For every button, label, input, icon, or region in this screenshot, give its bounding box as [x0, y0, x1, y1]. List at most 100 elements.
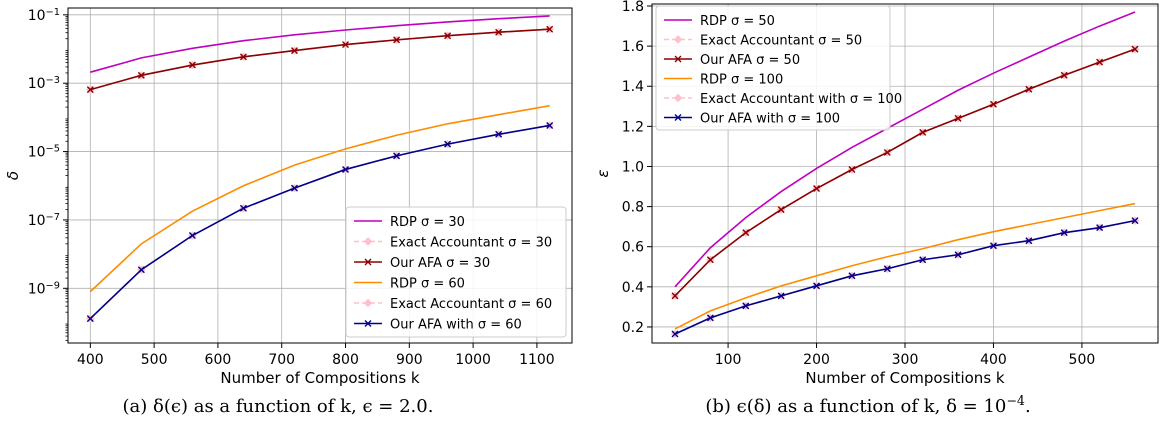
y-tick-label: 10−5	[28, 143, 60, 161]
data-point-our-afa-with-60	[239, 204, 247, 212]
y-axis-label: δ	[4, 171, 22, 180]
series-line-our-afa-with-60	[89, 124, 550, 320]
legend-box	[655, 5, 891, 131]
data-point-our-afa-with-60	[546, 121, 554, 129]
data-point-our-afa-50	[1131, 45, 1139, 53]
y-tick-label: 1.6	[622, 39, 644, 55]
x-tick-label: 300	[892, 352, 919, 368]
legend-entry-our-afa-with-60: Our AFA with σ = 60	[390, 318, 522, 333]
y-tick-label: 10−9	[28, 280, 60, 298]
data-point-our-afa-with-60	[393, 152, 401, 160]
data-point-our-afa-50	[954, 114, 962, 122]
data-point-our-afa-50	[671, 292, 679, 300]
data-point-our-afa-with-100	[848, 272, 856, 280]
legend-marker	[363, 237, 373, 246]
legend-entry-rdp-50: RDP σ = 50	[700, 14, 775, 29]
panel-b: 100 200 300 400 500 0.2 0.4 0.6 0.8 1.0 1.2 1.4 1.6 1…	[594, 0, 1159, 387]
x-tick-label: 900	[396, 352, 423, 368]
series-line-rdp-50	[674, 11, 1136, 288]
x-tick-label: 200	[803, 352, 830, 368]
legend-entry-exact-accountant-with-100: Exact Accountant with σ = 100	[700, 92, 902, 107]
legend-entry-exact-accountant-30: Exact Accountant σ = 30	[390, 236, 552, 251]
data-point-our-afa-with-100	[742, 302, 750, 310]
x-tick-label: 1000	[455, 352, 491, 368]
data-point-our-afa-with-100	[1131, 217, 1139, 225]
legend-entry-exact-accountant-50: Exact Accountant σ = 50	[700, 34, 862, 49]
data-point-our-afa-with-100	[919, 256, 927, 264]
series-line-our-afa-with-100	[674, 219, 1136, 335]
plot-frame	[67, 7, 573, 344]
legend-marker	[364, 320, 372, 327]
x-tick-label: 500	[1069, 352, 1096, 368]
data-point-our-afa-with-100	[671, 330, 679, 338]
legend-marker	[674, 55, 682, 63]
y-tick-label: 1.4	[622, 79, 644, 95]
x-tick-label: 600	[205, 352, 232, 368]
plot-frame	[651, 3, 1159, 344]
legend: RDP σ = 30 Exact Accountant σ = 30 Our AFA…	[345, 206, 567, 338]
data-point-our-afa-with-100	[1025, 237, 1033, 245]
series-line-our-afa-30	[90, 28, 550, 91]
x-tick-label: 1100	[519, 352, 555, 368]
data-point-our-afa-50	[813, 185, 821, 193]
data-point-our-afa-with-60	[290, 184, 298, 192]
legend-box	[345, 206, 567, 338]
legend-marker	[364, 258, 372, 266]
y-tick-label: 0.8	[622, 200, 644, 216]
data-point-our-afa-50	[1025, 85, 1033, 93]
data-point-our-afa-50	[706, 256, 714, 264]
data-point-our-afa-30	[546, 25, 554, 33]
data-point-our-afa-50	[989, 100, 997, 108]
data-point-our-afa-with-100	[706, 314, 714, 322]
legend-marker	[363, 298, 373, 308]
panel-a: 400 500 600 700 800 900 1000 1100 10−1 10−3 10−5 10…	[4, 6, 573, 387]
data-point-our-afa-with-60	[444, 140, 452, 148]
data-point-our-afa-50	[919, 128, 927, 136]
legend-entry-rdp-100: RDP σ = 100	[700, 73, 783, 88]
data-point-our-afa-with-100	[1096, 224, 1104, 232]
data-point-our-afa-with-100	[777, 292, 785, 300]
x-tick-label: 400	[77, 352, 104, 368]
x-axis-label: Number of Compositions k	[805, 369, 1005, 387]
data-point-our-afa-with-60	[188, 232, 196, 240]
y-tick-label: 1.0	[622, 159, 644, 175]
legend-entry-our-afa-30: Our AFA σ = 30	[390, 256, 490, 271]
series-line-rdp-100	[674, 202, 1136, 330]
data-point-our-afa-30	[188, 61, 196, 69]
caption-b: (b) ϵ(δ) as a function of k, δ = 10−4.	[705, 393, 1030, 418]
data-point-our-afa-30	[444, 32, 452, 40]
legend-entry-exact-accountant-60: Exact Accountant σ = 60	[390, 297, 552, 312]
y-axis-label: ε	[594, 169, 612, 177]
legend-entry-our-afa-with-100: Our AFA with σ = 100	[700, 112, 840, 127]
y-tick-label: 10−1	[28, 6, 60, 24]
series-line-rdp-30	[90, 15, 550, 73]
data-point-our-afa-with-100	[1060, 229, 1068, 237]
x-tick-label: 700	[268, 352, 295, 368]
data-point-our-afa-50	[1096, 58, 1104, 66]
data-point-our-afa-30	[86, 86, 94, 94]
data-point-our-afa-with-60	[495, 130, 503, 138]
y-tick-label: 1.2	[622, 119, 644, 135]
data-point-our-afa-30	[495, 28, 503, 36]
legend: RDP σ = 50 Exact Accountant σ = 50 Our AFA…	[655, 5, 902, 131]
data-point-our-afa-50	[848, 165, 856, 173]
y-tick-label: 0.4	[622, 280, 644, 296]
y-tick-label: 0.6	[622, 240, 644, 256]
y-tick-label: 10−7	[28, 211, 60, 229]
legend-marker	[674, 114, 682, 121]
series-line-our-afa-50	[674, 48, 1136, 297]
data-point-our-afa-30	[342, 41, 350, 49]
x-tick-label: 800	[332, 352, 359, 368]
x-axis-label: Number of Compositions k	[220, 369, 420, 387]
y-tick-label: 1.8	[622, 0, 644, 15]
x-tick-label: 100	[715, 352, 742, 368]
data-point-our-afa-50	[883, 148, 891, 156]
data-point-our-afa-30	[290, 47, 298, 55]
legend-entry-rdp-60: RDP σ = 60	[390, 277, 465, 292]
legend-marker	[673, 93, 683, 103]
series-line-exact-accountant-30	[90, 28, 550, 91]
legend-entry-our-afa-50: Our AFA σ = 50	[700, 53, 800, 68]
data-point-our-afa-with-60	[86, 315, 94, 323]
series-line-rdp-60	[89, 104, 550, 293]
y-tick-label: 10−3	[28, 75, 60, 93]
